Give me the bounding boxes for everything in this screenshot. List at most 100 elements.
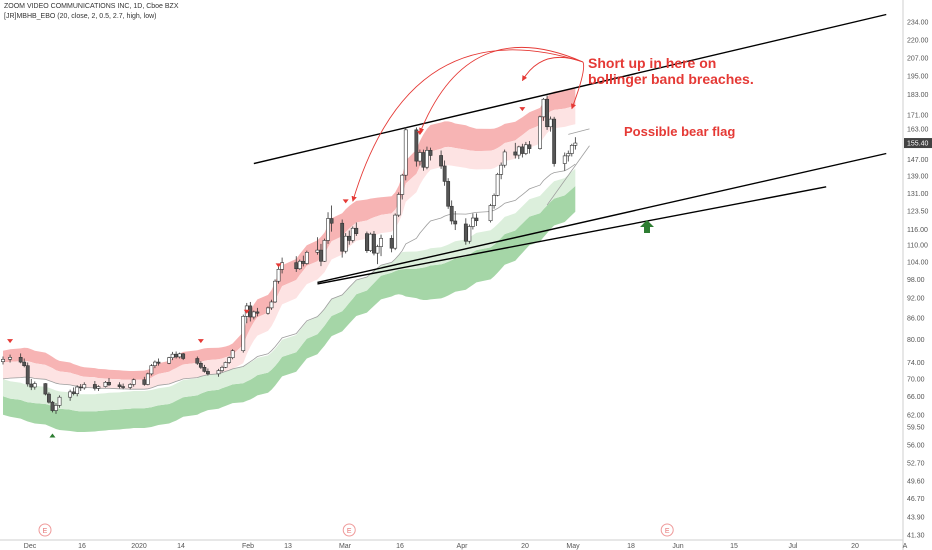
candle [47, 392, 51, 404]
price-tick-label: 43.90 [907, 514, 925, 521]
candles [1, 95, 578, 414]
candle [220, 365, 224, 373]
time-axis[interactable]: Dec 16 2020 14 Feb 13 Mar 16 Apr 20 May 18 Jun 15 Jul 2… [0, 539, 908, 550]
candle [29, 378, 34, 391]
time-tick-label: A [903, 543, 908, 550]
candle [301, 255, 306, 267]
candle [117, 382, 122, 389]
candle [103, 381, 108, 388]
candle [488, 203, 493, 223]
annotation-arrow [419, 46, 584, 134]
sell-signal-icon [342, 199, 349, 204]
candle [449, 200, 454, 225]
candle [322, 238, 327, 262]
price-tick-label: 98.00 [907, 277, 925, 284]
candle [495, 172, 500, 197]
candle [22, 358, 27, 368]
support-line-line[interactable] [317, 186, 827, 285]
candle [562, 152, 567, 171]
time-tick-label: 16 [396, 543, 404, 550]
candle [273, 279, 277, 303]
price-tick-label: 86.00 [907, 316, 925, 323]
earnings-marker-icon[interactable]: E [38, 523, 52, 537]
flag-upper-line[interactable] [568, 128, 590, 135]
price-tick-label: 220.00 [907, 38, 929, 45]
price-tick-label: 56.00 [907, 442, 925, 449]
candle [502, 149, 507, 168]
candle [25, 362, 30, 387]
sell-signal-icon [243, 309, 250, 314]
sell-signal-icon [519, 107, 526, 112]
time-tick-label: 15 [730, 543, 738, 550]
price-tick-label: 70.00 [907, 376, 925, 383]
symbol-title: ZOOM VIDEO COMMUNICATIONS INC, 1D, Cboe … [4, 3, 179, 10]
candle [389, 235, 394, 253]
candle [82, 382, 87, 390]
candle [354, 222, 359, 236]
candle [414, 127, 419, 167]
candle [280, 257, 285, 274]
candle [548, 116, 553, 132]
candle [499, 162, 504, 180]
time-tick-label: Apr [457, 543, 469, 550]
candle [442, 160, 447, 186]
price-tick-label: 41.30 [907, 532, 925, 539]
annotation-short-line1: Short up in here on [588, 55, 716, 71]
candle [297, 259, 302, 270]
candle [230, 349, 235, 360]
earnings-marker-icon[interactable]: E [660, 523, 674, 537]
candle [276, 266, 281, 284]
earnings-marker-icon[interactable]: E [342, 523, 356, 537]
candle [393, 213, 398, 251]
price-tick-label: 123.50 [907, 208, 929, 215]
candle [177, 352, 182, 359]
candle [170, 351, 175, 361]
candle [1, 356, 5, 365]
candle [241, 314, 246, 353]
price-axis[interactable]: 41.30 43.90 46.70 49.60 52.70 56.00 59.50 62.00… [902, 0, 932, 550]
price-tick-label: 207.00 [907, 56, 929, 63]
basis-line [2, 163, 576, 390]
channel-upper-line[interactable] [253, 13, 887, 165]
candle [375, 244, 380, 265]
annotation-bear-flag: Possible bear flag [624, 124, 735, 139]
candle [329, 205, 334, 232]
svg-text:E: E [43, 528, 48, 535]
candle [364, 231, 369, 253]
candle [417, 149, 422, 166]
time-tick-label: 13 [284, 543, 292, 550]
flag-lower-line[interactable] [546, 145, 590, 206]
time-tick-label: 16 [78, 543, 86, 550]
candle [75, 385, 80, 397]
annotation-arrow [570, 61, 585, 110]
candle [425, 146, 429, 170]
candle [96, 385, 101, 391]
candle [142, 376, 147, 386]
time-tick-label: Jul [789, 543, 798, 550]
candle [68, 389, 73, 401]
trendlines[interactable] [253, 13, 887, 285]
candle [202, 364, 207, 373]
candle [223, 361, 228, 369]
price-tick-label: 62.00 [907, 412, 925, 419]
candle [269, 299, 274, 310]
candle [470, 213, 475, 230]
candle [326, 212, 330, 244]
channel-lower-line[interactable] [317, 152, 887, 284]
candle [32, 381, 37, 390]
candle [153, 360, 157, 369]
earnings-markers[interactable]: E EE [38, 523, 674, 537]
time-tick-label: 20 [851, 543, 859, 550]
candle [400, 173, 405, 200]
candle [255, 307, 260, 317]
indicator-title: [JR]MBHB_EBO (20, close, 2, 0.5, 2.7, hi… [4, 13, 157, 20]
candle [181, 353, 186, 361]
candle [195, 356, 200, 365]
svg-text:E: E [347, 528, 352, 535]
candle [538, 115, 542, 150]
bollinger-bands [3, 88, 576, 432]
price-tick-label: 183.00 [907, 92, 929, 99]
price-tick-label: 163.00 [907, 126, 929, 133]
price-tick-label: 66.00 [907, 394, 925, 401]
